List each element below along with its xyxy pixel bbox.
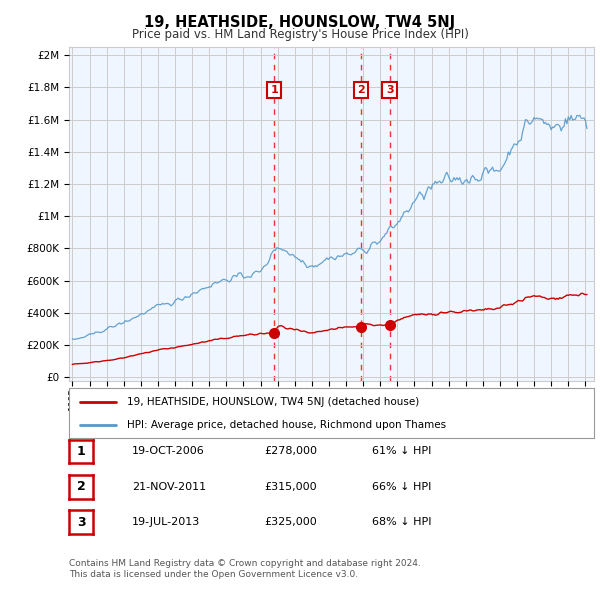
Text: £315,000: £315,000: [264, 482, 317, 491]
Text: 1: 1: [77, 445, 85, 458]
Text: £325,000: £325,000: [264, 517, 317, 527]
Text: 2: 2: [357, 85, 365, 95]
Text: 61% ↓ HPI: 61% ↓ HPI: [372, 447, 431, 456]
Text: This data is licensed under the Open Government Licence v3.0.: This data is licensed under the Open Gov…: [69, 571, 358, 579]
Text: 1: 1: [271, 85, 278, 95]
Text: 3: 3: [77, 516, 85, 529]
Text: 68% ↓ HPI: 68% ↓ HPI: [372, 517, 431, 527]
Text: £278,000: £278,000: [264, 447, 317, 456]
Text: 21-NOV-2011: 21-NOV-2011: [132, 482, 206, 491]
Text: Contains HM Land Registry data © Crown copyright and database right 2024.: Contains HM Land Registry data © Crown c…: [69, 559, 421, 568]
Text: 19-JUL-2013: 19-JUL-2013: [132, 517, 200, 527]
Text: 19, HEATHSIDE, HOUNSLOW, TW4 5NJ: 19, HEATHSIDE, HOUNSLOW, TW4 5NJ: [145, 15, 455, 30]
Text: 3: 3: [386, 85, 394, 95]
Text: 19, HEATHSIDE, HOUNSLOW, TW4 5NJ (detached house): 19, HEATHSIDE, HOUNSLOW, TW4 5NJ (detach…: [127, 396, 419, 407]
Text: HPI: Average price, detached house, Richmond upon Thames: HPI: Average price, detached house, Rich…: [127, 420, 446, 430]
Text: 2: 2: [77, 480, 85, 493]
Text: 66% ↓ HPI: 66% ↓ HPI: [372, 482, 431, 491]
Text: Price paid vs. HM Land Registry's House Price Index (HPI): Price paid vs. HM Land Registry's House …: [131, 28, 469, 41]
Text: 19-OCT-2006: 19-OCT-2006: [132, 447, 205, 456]
